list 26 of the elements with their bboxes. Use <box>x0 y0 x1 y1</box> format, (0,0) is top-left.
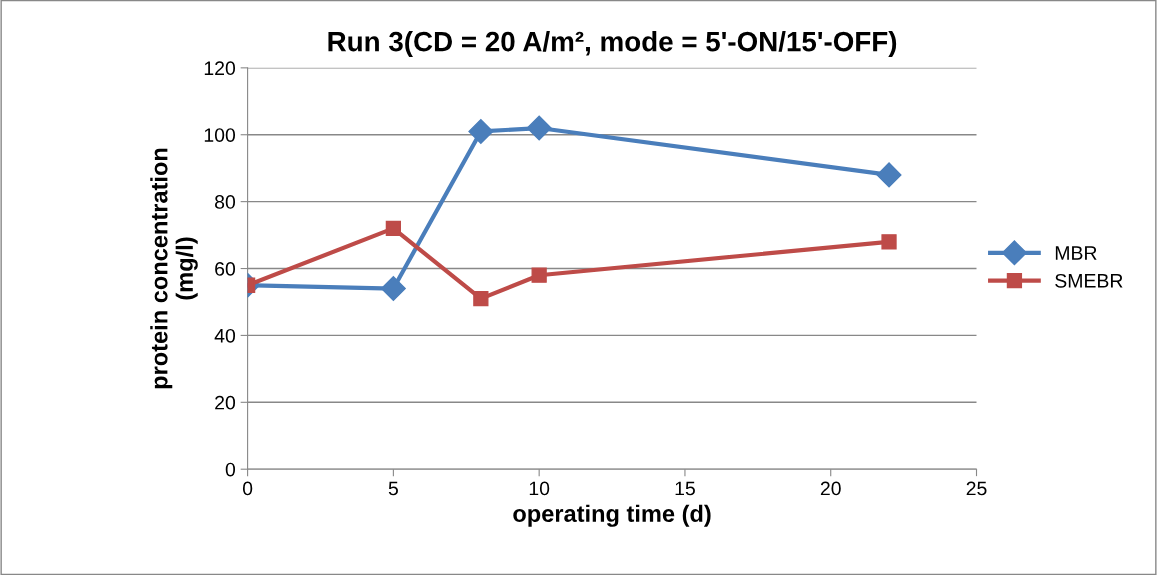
x-tick-label: 15 <box>675 481 695 496</box>
y-tick-label: 80 <box>215 195 236 209</box>
x-tick-label: 20 <box>820 481 841 496</box>
legend-label: SMEBR <box>1055 273 1123 288</box>
x-tick-label: 5 <box>388 481 398 496</box>
y-tick-label: 40 <box>214 328 236 343</box>
y-tick-label: 60 <box>215 261 236 276</box>
point <box>380 276 406 302</box>
legend-label: MBR <box>1055 246 1097 260</box>
point <box>473 290 489 307</box>
x-tick-label: 0 <box>242 481 253 496</box>
point <box>881 234 897 250</box>
y-tick-label: 20 <box>215 395 236 410</box>
point <box>526 115 552 141</box>
x-tick-label: 25 <box>966 481 987 496</box>
chart-title: Run 3(CD = 20 A/m², mode = 5'-ON/15'-OFF) <box>328 31 897 57</box>
x-tick-label: 10 <box>529 481 550 496</box>
y-tick-label: 100 <box>204 128 236 142</box>
x-axis-title: operating time (d) <box>513 504 711 527</box>
point <box>876 162 902 188</box>
point <box>531 267 547 283</box>
point <box>468 118 494 144</box>
y-tick-label: 0 <box>225 462 236 477</box>
point <box>385 220 402 237</box>
y-axis-title: protein concentration (mg/l) <box>150 148 198 389</box>
y-tick-label: 120 <box>204 61 236 76</box>
